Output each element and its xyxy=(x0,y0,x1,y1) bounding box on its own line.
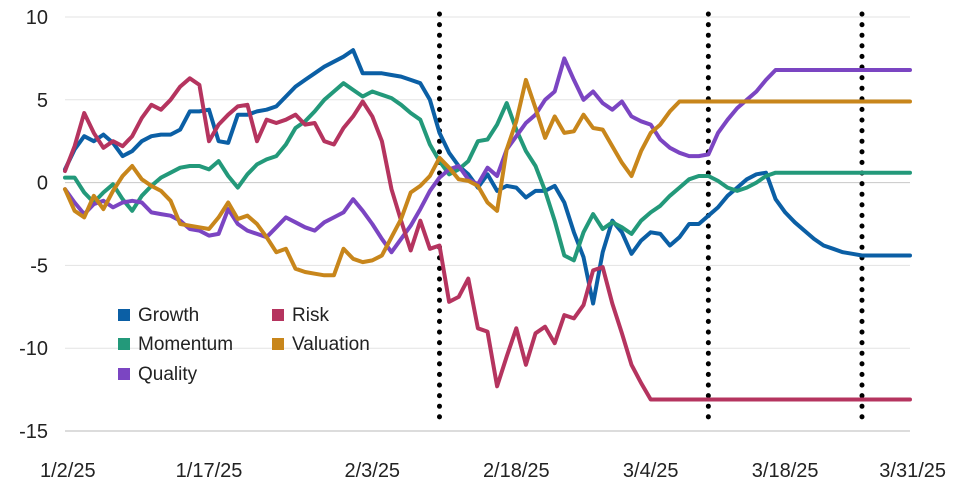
x-tick-label: 1/17/25 xyxy=(176,460,243,482)
legend-label-valuation: Valuation xyxy=(292,334,370,355)
y-tick-label: -5 xyxy=(30,255,48,277)
series-lines xyxy=(63,48,912,402)
x-tick-label: 3/4/25 xyxy=(623,460,679,482)
legend-swatch-quality xyxy=(118,368,130,380)
x-tick-label: 3/18/25 xyxy=(752,460,819,482)
y-tick-label: 0 xyxy=(37,173,48,195)
series-line-momentum xyxy=(63,81,912,263)
series-line-risk xyxy=(63,76,912,402)
series-line-quality xyxy=(63,56,912,255)
x-axis: 1/2/25 1/17/25 2/3/25 2/18/25 3/4/25 3/18/25 3… xyxy=(40,460,946,482)
x-tick-label: 2/3/25 xyxy=(344,460,400,482)
series-line-growth xyxy=(63,48,912,306)
legend-swatch-growth xyxy=(118,309,130,321)
y-tick-label: -15 xyxy=(19,421,48,443)
legend-label-momentum: Momentum xyxy=(138,334,233,355)
series-line-valuation xyxy=(63,77,912,278)
y-tick-label: -10 xyxy=(19,338,48,360)
y-tick-label: 10 xyxy=(26,7,48,29)
x-tick-label: 2/18/25 xyxy=(483,460,550,482)
y-tick-label: 5 xyxy=(37,90,48,112)
legend-label-growth: Growth xyxy=(138,305,199,326)
gridlines xyxy=(65,16,910,432)
legend-swatch-valuation xyxy=(272,338,284,350)
x-tick-label: 1/2/25 xyxy=(40,460,96,482)
y-axis: 10 5 0 -5 -10 -15 xyxy=(19,7,48,443)
legend-label-quality: Quality xyxy=(138,364,198,385)
legend: Growth Risk Momentum Valuation Quality xyxy=(118,305,370,385)
event-markers xyxy=(436,11,865,423)
x-tick-label: 3/31/25 xyxy=(879,460,946,482)
legend-swatch-risk xyxy=(272,309,284,321)
legend-label-risk: Risk xyxy=(292,305,329,326)
legend-swatch-momentum xyxy=(118,338,130,350)
